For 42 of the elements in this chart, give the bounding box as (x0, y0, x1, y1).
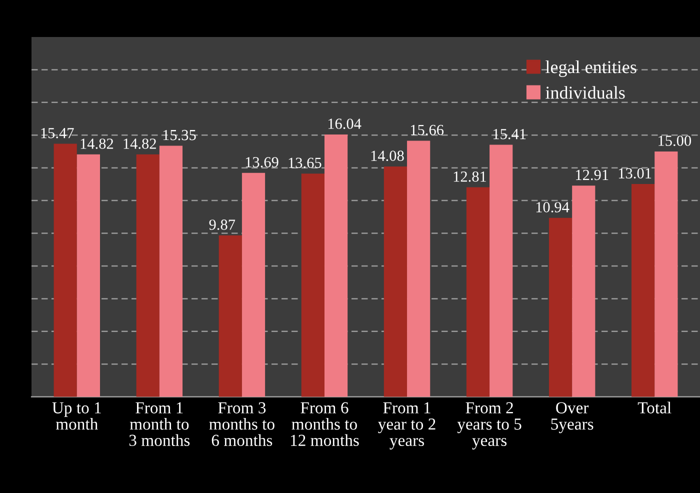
bar (218, 235, 242, 397)
bar (572, 186, 596, 397)
legend-label: individuals (546, 86, 625, 99)
x-tick-label: From 1 year to 2 years (378, 402, 436, 450)
data-label: 15.00 (658, 136, 692, 146)
data-label: 14.82 (80, 138, 114, 149)
data-label: 12.81 (454, 171, 486, 182)
bar (324, 134, 348, 397)
bar (76, 154, 100, 397)
data-label: 15.35 (163, 130, 196, 140)
x-tick-label: Total (638, 402, 672, 414)
data-label: 14.08 (371, 150, 404, 162)
data-label: 12.91 (576, 170, 608, 180)
bar (490, 144, 513, 397)
bar (548, 218, 572, 397)
bar (136, 154, 160, 397)
data-label: 13.01 (618, 168, 652, 179)
data-label: 10.94 (536, 202, 570, 212)
bar (654, 151, 678, 397)
data-label: 15.47 (41, 128, 74, 138)
x-tick-label: Over 5years (551, 402, 594, 434)
bar (407, 140, 430, 397)
data-label: 16.04 (328, 118, 362, 129)
bar (54, 144, 77, 397)
x-tick-label: From 2 years to 5 years (457, 402, 522, 450)
data-label: 13.69 (246, 157, 278, 168)
data-label: 14.82 (124, 138, 156, 149)
bar (466, 187, 490, 397)
legend-label: legal entities (546, 60, 636, 77)
bar (301, 174, 324, 397)
x-tick-label: From 3 months to 6 months (209, 402, 274, 446)
data-label: 13.65 (288, 158, 322, 168)
bar (384, 166, 408, 397)
bar (242, 172, 266, 397)
x-tick-label: From 6 months to 12 months (290, 402, 359, 446)
data-label: 15.66 (410, 124, 444, 136)
bar (159, 146, 183, 397)
x-tick-label: From 1 month to 3 months (129, 402, 190, 446)
bar (632, 184, 655, 397)
x-tick-label: Up to 1 month (52, 402, 101, 430)
data-label: 9.87 (209, 220, 236, 230)
data-label: 15.41 (494, 128, 526, 140)
